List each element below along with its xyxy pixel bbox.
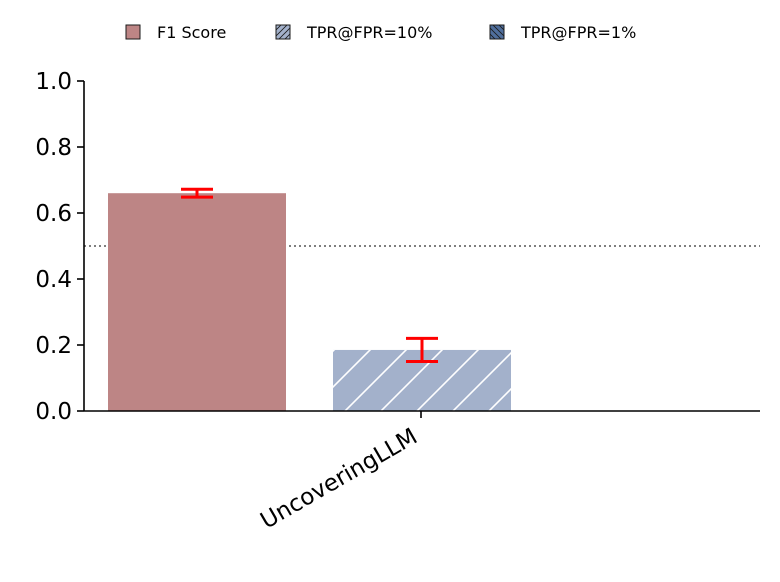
x-tick-label-0: UncoveringLLM — [256, 424, 422, 535]
y-tick-label-4: 0.8 — [35, 135, 72, 161]
y-tick-label-5: 1.0 — [35, 69, 72, 95]
y-tick-label-2: 0.4 — [35, 267, 72, 293]
legend-swatch-0 — [125, 24, 141, 40]
legend-label-1: TPR@FPR=10% — [306, 23, 432, 42]
y-tick-label-1: 0.2 — [35, 333, 72, 359]
error-bars — [181, 187, 438, 363]
legend-swatch-hatch-2 — [490, 25, 504, 39]
legend: F1 Score TPR@FPR=10% TPR@FPR=1% — [125, 23, 636, 42]
legend-swatch-hatch-1 — [276, 25, 290, 39]
legend-label-0: F1 Score — [157, 23, 226, 42]
legend-label-2: TPR@FPR=1% — [520, 23, 636, 42]
bar-0 — [108, 193, 286, 411]
bars — [108, 193, 511, 411]
y-tick-label-3: 0.6 — [35, 201, 72, 227]
y-tick-label-0: 0.0 — [35, 399, 72, 425]
